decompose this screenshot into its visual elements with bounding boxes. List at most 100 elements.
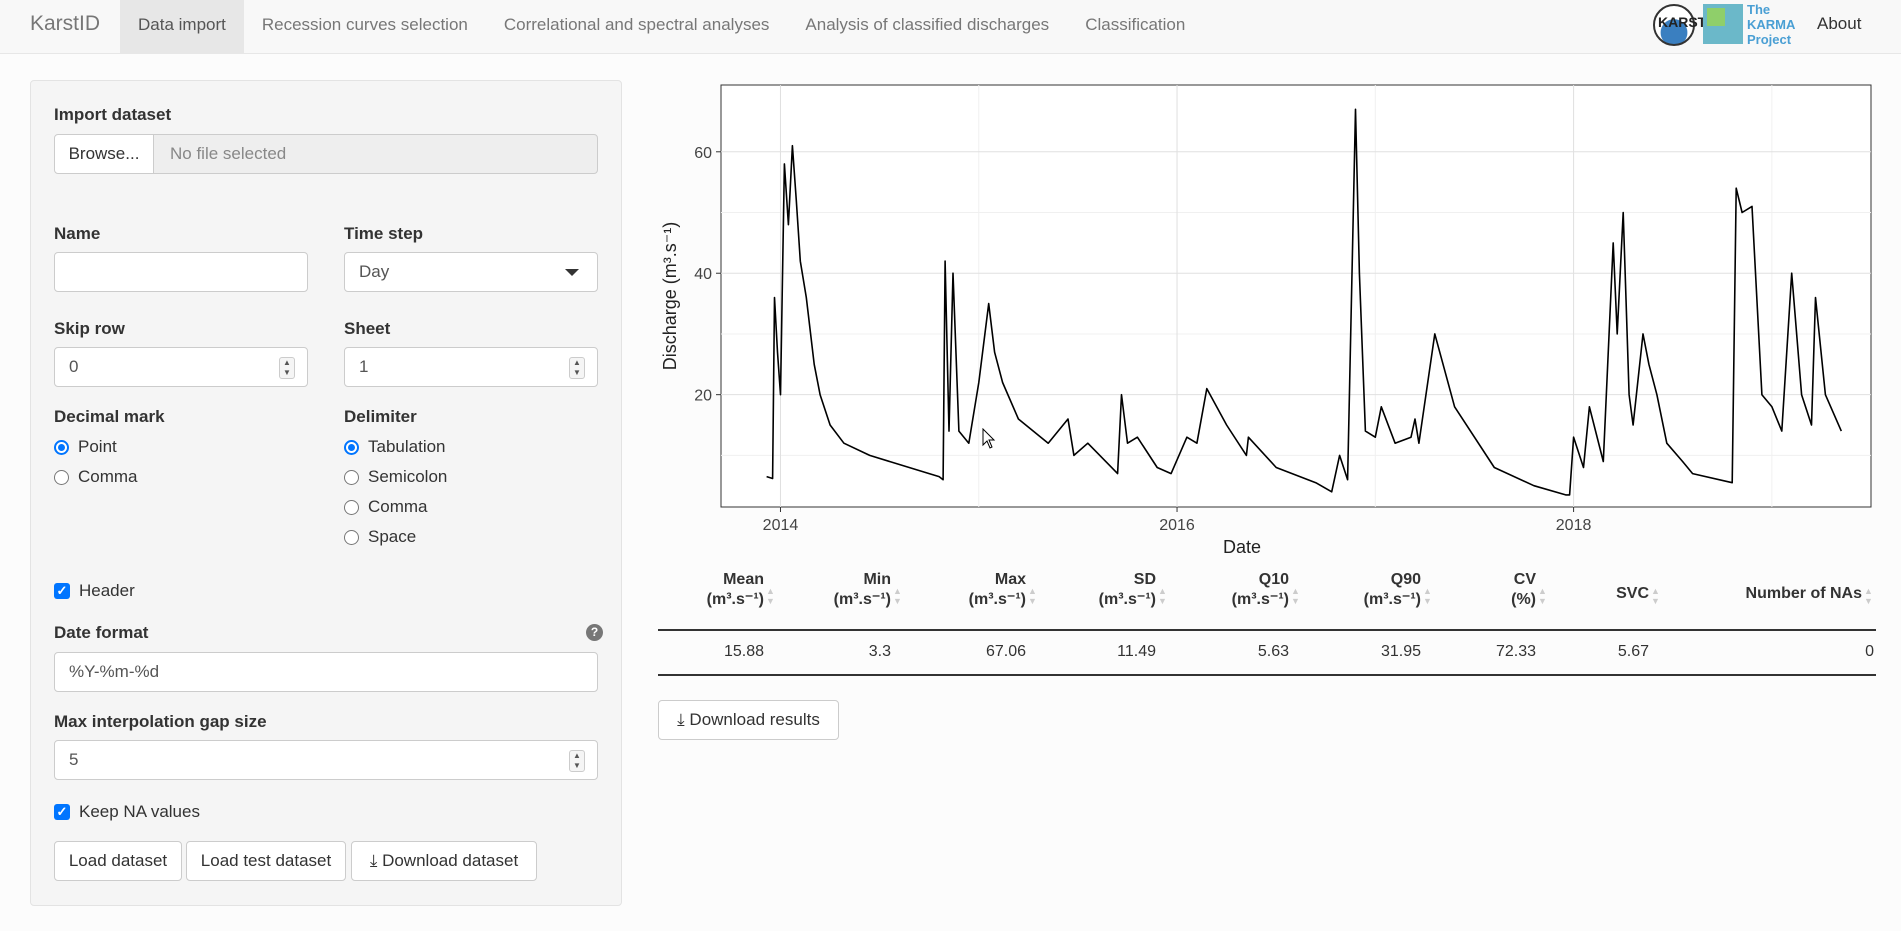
header-unit: (%) bbox=[1511, 591, 1536, 608]
skiprow-input[interactable]: 0 ▲ ▼ bbox=[54, 347, 308, 387]
karma-logo-text: The KARMA Project bbox=[1747, 2, 1795, 47]
radio-delimiter-tabulation[interactable]: Tabulation bbox=[344, 437, 446, 457]
tab-correlational-spectral[interactable]: Correlational and spectral analyses bbox=[503, 15, 770, 34]
radio-icon bbox=[344, 499, 359, 515]
table-cell: 67.06 bbox=[985, 643, 1026, 660]
table-header-1[interactable]: Mean (m³.s⁻¹) bbox=[658, 570, 764, 630]
max-gap-value: 5 bbox=[69, 750, 79, 769]
table-cell: 72.33 bbox=[1495, 643, 1536, 660]
x-tick-label: 2014 bbox=[763, 517, 799, 534]
table-header-7[interactable]: CV (%) bbox=[1458, 570, 1536, 630]
nav-about[interactable]: About bbox=[1817, 14, 1862, 33]
skiprow-value: 0 bbox=[69, 357, 79, 376]
radio-decimal-comma[interactable]: Comma bbox=[54, 467, 138, 487]
radio-label: Point bbox=[78, 437, 117, 456]
sort-icon[interactable]: ▲ ▼ bbox=[1651, 586, 1660, 606]
table-header-8[interactable]: SVC bbox=[1563, 570, 1649, 630]
checkmark-icon: ✓ bbox=[54, 804, 70, 820]
sort-icon[interactable]: ▲ ▼ bbox=[1423, 586, 1432, 606]
download-results-button[interactable]: ⤓ Download results bbox=[658, 700, 839, 740]
file-name-field[interactable]: No file selected bbox=[153, 134, 598, 174]
radio-decimal-point[interactable]: Point bbox=[54, 437, 117, 457]
tab-recession-curves[interactable]: Recession curves selection bbox=[261, 15, 468, 34]
header-unit: (m³.s⁻¹) bbox=[1231, 591, 1289, 608]
table-header-3[interactable]: Max (m³.s⁻¹) bbox=[913, 570, 1026, 630]
name-input[interactable] bbox=[54, 252, 308, 292]
sheet-label: Sheet bbox=[344, 319, 391, 338]
load-dataset-button[interactable]: Load dataset bbox=[54, 841, 182, 881]
checkbox-label: Keep NA values bbox=[79, 802, 200, 821]
radio-icon bbox=[344, 469, 359, 485]
table-header-2[interactable]: Min (m³.s⁻¹) bbox=[783, 570, 891, 630]
sort-icon[interactable]: ▲ ▼ bbox=[893, 586, 902, 606]
discharge-series-line bbox=[766, 108, 1843, 496]
karma-logo-line: Project bbox=[1747, 32, 1792, 47]
load-test-dataset-button[interactable]: Load test dataset bbox=[186, 841, 346, 881]
navbar: KarstID Data import Recession curves sel… bbox=[0, 0, 1901, 54]
table-cell: 15.88 bbox=[723, 643, 764, 660]
karma-logo-line: The bbox=[1747, 2, 1771, 17]
help-icon[interactable]: ? bbox=[586, 624, 603, 641]
discharge-chart: 20 40 60 2014 2016 2018 Date Discharge (m³.s⁻¹) bbox=[660, 84, 1872, 557]
x-tick-label: 2018 bbox=[1556, 517, 1592, 534]
table-header-divider bbox=[658, 629, 1876, 631]
chevron-down-icon bbox=[565, 269, 579, 276]
header-label: Min bbox=[863, 571, 891, 588]
radio-delimiter-space[interactable]: Space bbox=[344, 527, 416, 547]
discharge-plot: 20 40 60 2014 2016 2018 Date Discharge (m³.s⁻¹) bbox=[655, 75, 1880, 565]
browse-button[interactable]: Browse... bbox=[54, 134, 154, 174]
sort-icon[interactable]: ▲ ▼ bbox=[1291, 586, 1300, 606]
y-tick-label: 40 bbox=[694, 266, 712, 283]
plot-panel bbox=[720, 84, 1872, 508]
table-header-4[interactable]: SD (m³.s⁻¹) bbox=[1045, 570, 1156, 630]
statistics-table: Mean (m³.s⁻¹) ▲ ▼ 15.88 Min (m³.s⁻¹) ▲ ▼ 3.3 Max (m… bbox=[658, 570, 1876, 680]
delimiter-label: Delimiter bbox=[344, 407, 417, 426]
x-tick-label: 2016 bbox=[1159, 517, 1195, 534]
y-tick-label: 60 bbox=[694, 145, 712, 162]
table-cell: 5.67 bbox=[1617, 643, 1649, 660]
sheet-input[interactable]: 1 ▲ ▼ bbox=[344, 347, 598, 387]
sort-icon[interactable]: ▲ ▼ bbox=[1538, 586, 1547, 606]
brand[interactable]: KarstID bbox=[30, 12, 101, 35]
header-label: Mean bbox=[723, 571, 764, 588]
number-spinner-icon[interactable]: ▲ ▼ bbox=[569, 357, 585, 379]
table-cell: 31.95 bbox=[1380, 643, 1421, 660]
timestep-select[interactable]: Day bbox=[344, 252, 598, 292]
table-cell: 5.63 bbox=[1257, 643, 1289, 660]
mouse-cursor-icon bbox=[982, 428, 996, 449]
karst-logo-text: KARST bbox=[1658, 14, 1707, 30]
radio-delimiter-semicolon[interactable]: Semicolon bbox=[344, 467, 447, 487]
timestep-value: Day bbox=[359, 262, 390, 281]
table-header-5[interactable]: Q10 (m³.s⁻¹) bbox=[1178, 570, 1289, 630]
header-label: Q10 bbox=[1258, 571, 1289, 588]
max-gap-label: Max interpolation gap size bbox=[54, 712, 267, 731]
keep-na-checkbox[interactable]: ✓ Keep NA values bbox=[54, 802, 200, 822]
y-tick-label: 20 bbox=[694, 388, 712, 405]
header-checkbox[interactable]: ✓ Header bbox=[54, 581, 135, 601]
tab-classified-discharges[interactable]: Analysis of classified discharges bbox=[805, 15, 1050, 34]
tab-classification[interactable]: Classification bbox=[1085, 15, 1186, 34]
radio-label: Space bbox=[368, 527, 417, 546]
sort-icon[interactable]: ▲ ▼ bbox=[1864, 586, 1873, 606]
download-results-label: Download results bbox=[689, 710, 820, 729]
radio-delimiter-comma[interactable]: Comma bbox=[344, 497, 428, 517]
sort-icon[interactable]: ▲ ▼ bbox=[1028, 586, 1037, 606]
table-header-6[interactable]: Q90 (m³.s⁻¹) bbox=[1313, 570, 1421, 630]
radio-label: Comma bbox=[368, 497, 428, 516]
table-header-9[interactable]: Number of NAs bbox=[1698, 570, 1862, 630]
tab-data-import[interactable]: Data import bbox=[120, 0, 244, 54]
sort-icon[interactable]: ▲ ▼ bbox=[1158, 586, 1167, 606]
date-format-input[interactable]: %Y-%m-%d bbox=[54, 652, 598, 692]
number-spinner-icon[interactable]: ▲ ▼ bbox=[279, 357, 295, 379]
sort-icon[interactable]: ▲ ▼ bbox=[766, 586, 775, 606]
table-cell: 3.3 bbox=[868, 643, 891, 660]
max-gap-input[interactable]: 5 ▲ ▼ bbox=[54, 740, 598, 780]
checkmark-icon: ✓ bbox=[54, 583, 70, 599]
radio-icon bbox=[344, 529, 359, 545]
header-unit: (m³.s⁻¹) bbox=[706, 591, 764, 608]
download-dataset-button[interactable]: ⤓ Download dataset bbox=[351, 841, 537, 881]
header-label: SVC bbox=[1616, 585, 1649, 602]
number-spinner-icon[interactable]: ▲ ▼ bbox=[569, 750, 585, 772]
table-bottom-border bbox=[658, 674, 1876, 676]
table-cell: 11.49 bbox=[1117, 643, 1156, 660]
